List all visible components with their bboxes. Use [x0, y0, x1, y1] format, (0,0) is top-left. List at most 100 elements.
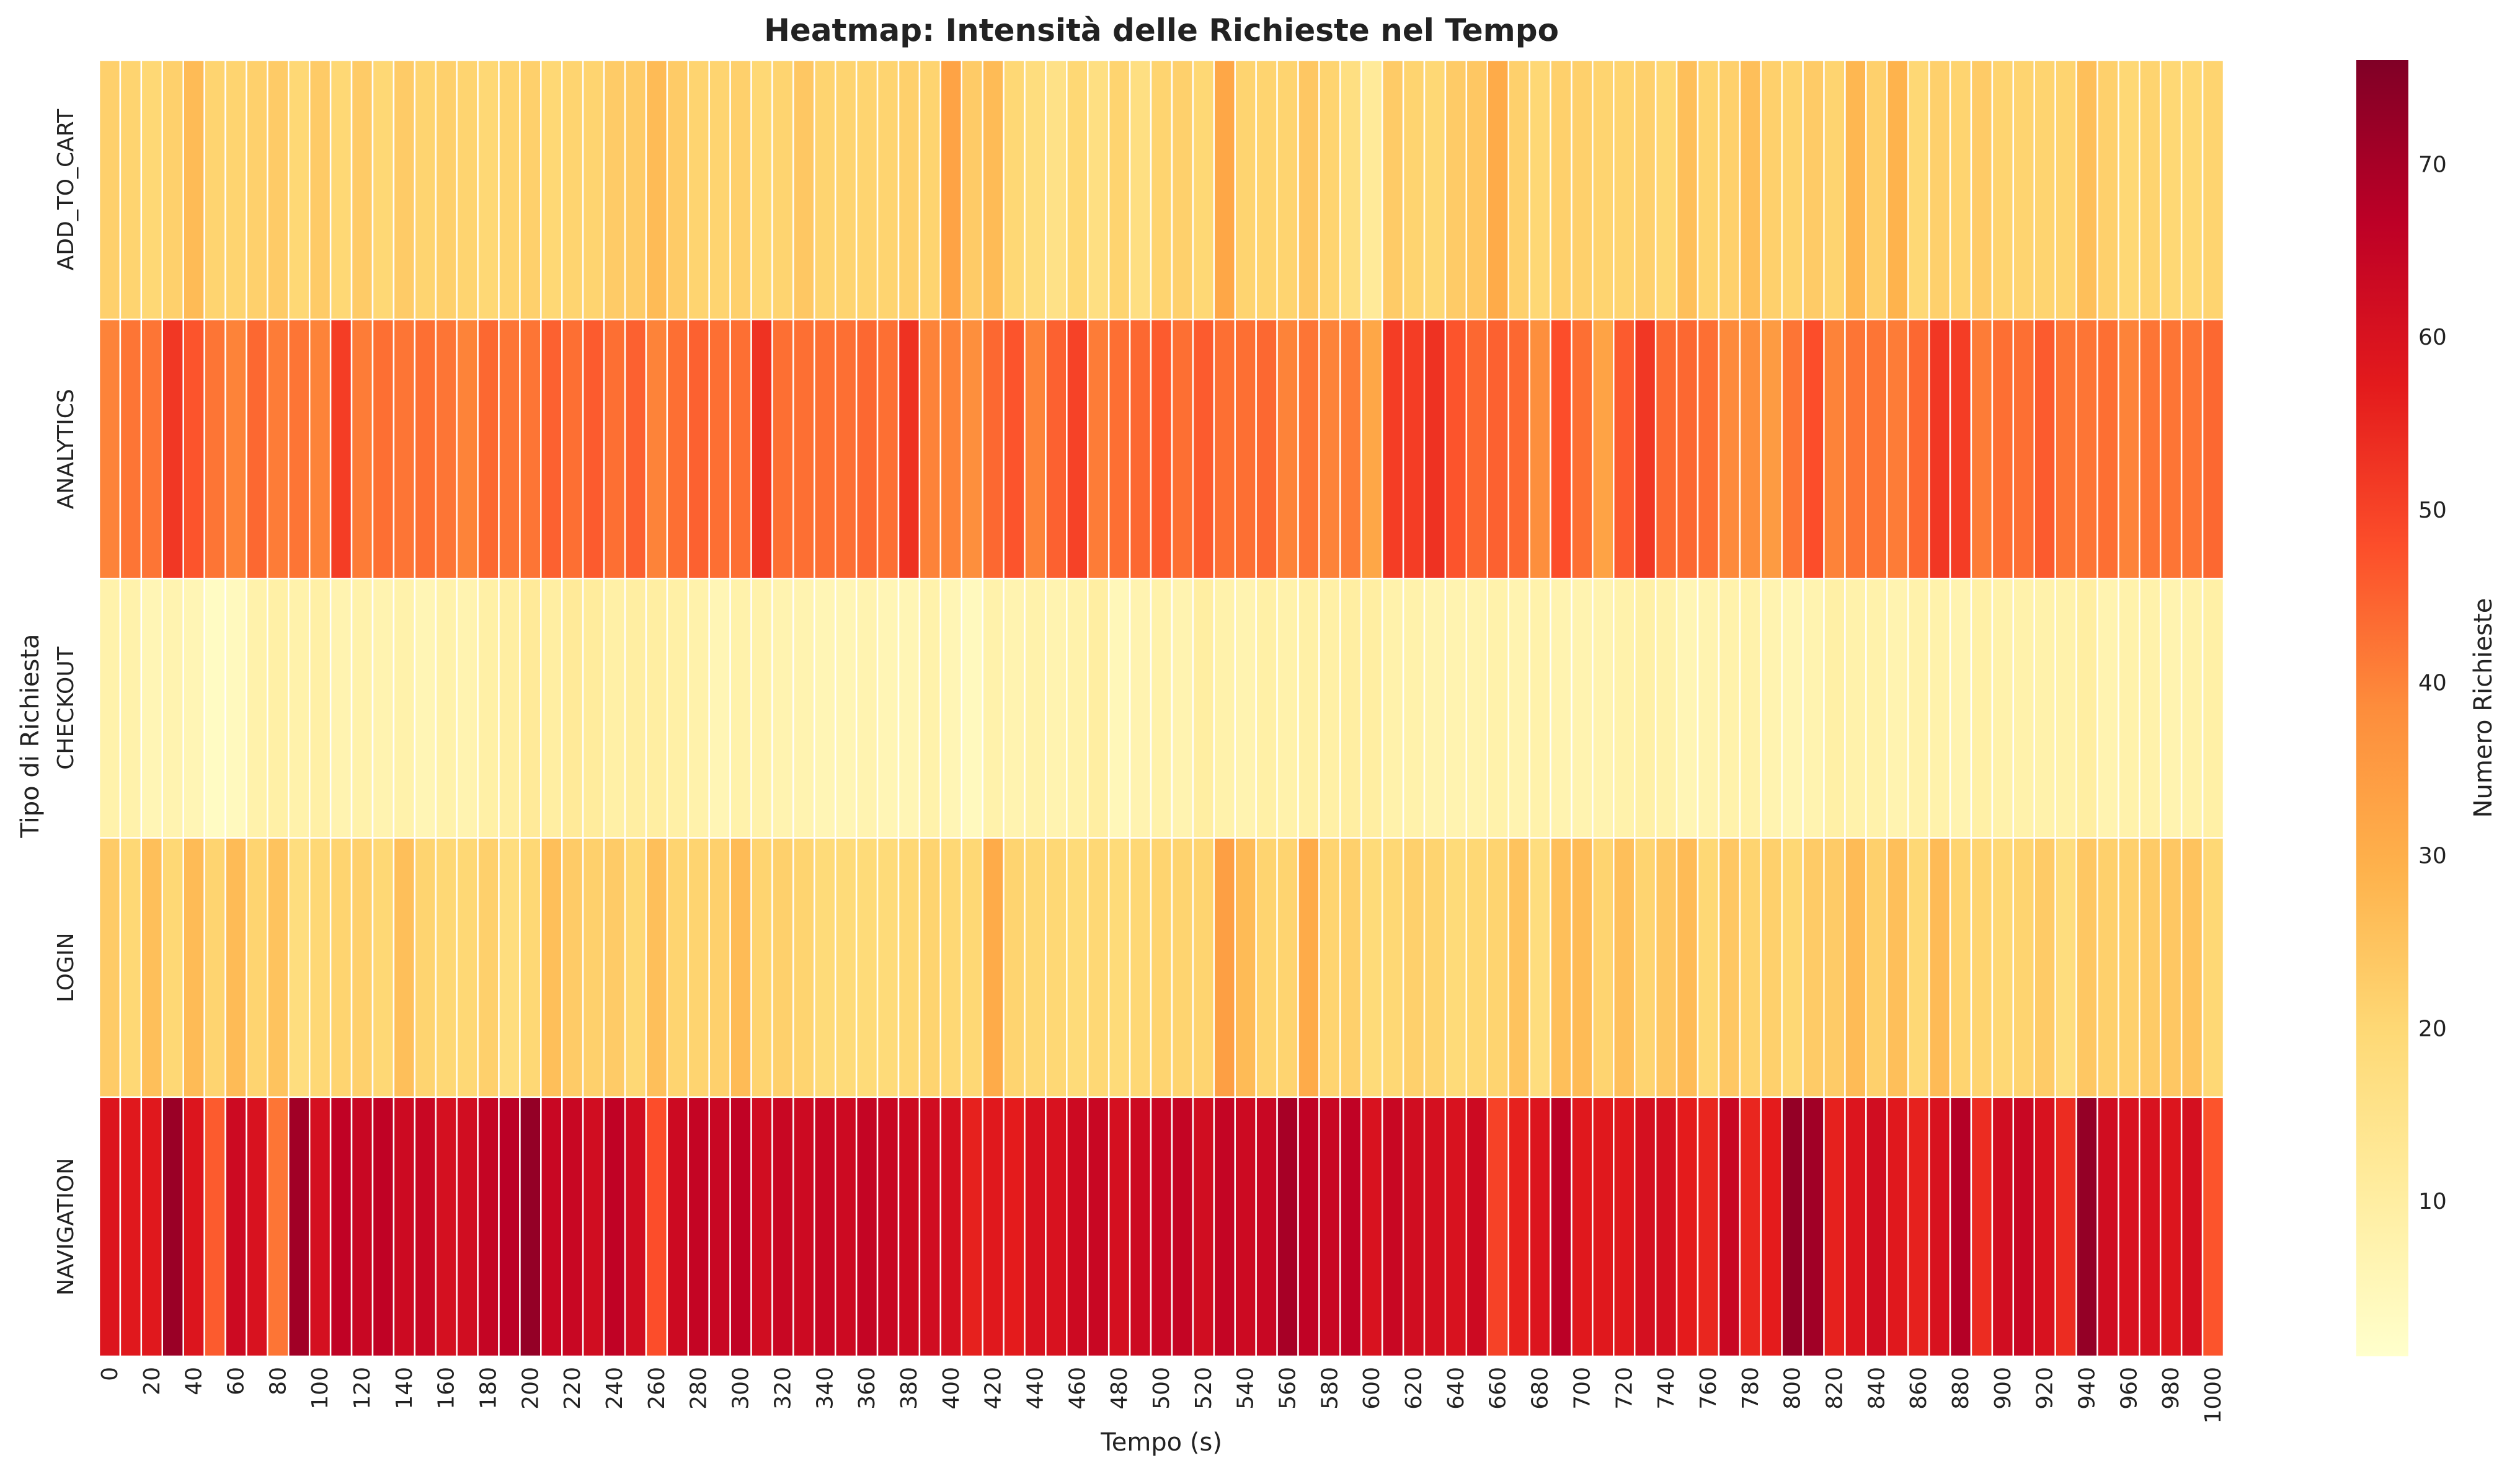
heatmap-cell: [456, 578, 479, 839]
heatmap-cell: [1150, 318, 1173, 580]
heatmap-cell: [814, 837, 836, 1098]
heatmap-cell: [435, 1096, 458, 1358]
heatmap-cell: [1171, 1096, 1194, 1358]
heatmap-cell: [750, 837, 773, 1098]
heatmap-cell: [1571, 837, 1594, 1098]
heatmap-cell: [1907, 318, 1930, 580]
heatmap-cell: [1760, 318, 1783, 580]
x-tick-label: 580: [1317, 1367, 1342, 1410]
x-tick-label: 940: [2075, 1367, 2100, 1410]
heatmap-cell: [876, 578, 900, 839]
heatmap-cell: [1297, 59, 1320, 320]
colorbar-tick-label: 50: [2418, 498, 2447, 523]
heatmap-cell: [414, 837, 437, 1098]
heatmap-cell: [750, 1096, 773, 1358]
heatmap-cell: [1550, 318, 1573, 580]
heatmap-cell: [1087, 578, 1110, 839]
heatmap-cell: [477, 837, 500, 1098]
heatmap-cell: [267, 1096, 290, 1358]
heatmap-cell: [288, 837, 311, 1098]
heatmap-cell: [876, 59, 900, 320]
heatmap-cell: [1192, 1096, 1215, 1358]
heatmap-cell: [771, 837, 794, 1098]
x-tick-label: 720: [1612, 1367, 1637, 1410]
heatmap-cell: [1613, 578, 1636, 839]
heatmap-cell: [498, 318, 521, 580]
x-tick-label: 300: [729, 1367, 754, 1410]
heatmap-cell: [1129, 318, 1152, 580]
heatmap-cell: [1697, 59, 1720, 320]
heatmap-cell: [855, 837, 879, 1098]
colorbar-ticks: 10 20 30 40 50 60 70: [2418, 152, 2447, 1214]
heatmap-cell: [1739, 318, 1762, 580]
heatmap-cell: [855, 318, 879, 580]
heatmap-cell: [2159, 318, 2183, 580]
heatmap-cell: [1907, 837, 1930, 1098]
heatmap-cell: [1465, 578, 1489, 839]
x-tick-label: 260: [644, 1367, 670, 1410]
heatmap-cell: [371, 318, 395, 580]
heatmap-cell: [2139, 837, 2162, 1098]
heatmap-cell: [876, 318, 900, 580]
heatmap-cell: [897, 318, 921, 580]
heatmap-cell: [350, 59, 374, 320]
heatmap-cell: [1760, 837, 1783, 1098]
heatmap-cell: [350, 578, 374, 839]
heatmap-cell: [561, 837, 584, 1098]
colorbar-tick-label: 70: [2418, 152, 2447, 177]
heatmap-cell: [98, 318, 122, 580]
heatmap-cell: [393, 1096, 416, 1358]
heatmap-cell: [687, 59, 710, 320]
heatmap-cell: [834, 1096, 858, 1358]
heatmap-cell: [2096, 1096, 2119, 1358]
heatmap-cell: [2033, 318, 2056, 580]
heatmap-cell: [350, 1096, 374, 1358]
heatmap-cell: [140, 1096, 164, 1358]
heatmap-cell: [2180, 59, 2204, 320]
heatmap-cell: [603, 1096, 626, 1358]
heatmap-cell: [1613, 837, 1636, 1098]
heatmap-cell: [792, 837, 815, 1098]
heatmap-cell: [498, 1096, 521, 1358]
heatmap-cell: [1129, 59, 1152, 320]
heatmap-cell: [1718, 318, 1741, 580]
heatmap-cell: [814, 578, 836, 839]
heatmap-cell: [540, 318, 563, 580]
heatmap-cell: [1444, 578, 1468, 839]
heatmap-cell: [1865, 318, 1888, 580]
heatmap-cell: [393, 318, 416, 580]
heatmap-cell: [182, 318, 205, 580]
x-tick-label: 680: [1528, 1367, 1553, 1410]
heatmap-cell: [1781, 837, 1804, 1098]
heatmap-cell: [2096, 578, 2119, 839]
x-tick-label: 220: [560, 1367, 585, 1410]
heatmap-cell: [666, 59, 690, 320]
colorbar-tick-label: 60: [2418, 325, 2447, 350]
heatmap-cell: [1423, 837, 1447, 1098]
heatmap-cell: [708, 1096, 731, 1358]
heatmap-cell: [308, 1096, 332, 1358]
heatmap-cell: [1886, 318, 1909, 580]
heatmap-cell: [961, 837, 983, 1098]
heatmap-cell: [540, 59, 563, 320]
heatmap-cell: [1550, 59, 1573, 320]
heatmap-cell: [1234, 59, 1257, 320]
heatmap-cell: [329, 59, 353, 320]
heatmap-cell: [1318, 578, 1341, 839]
heatmap-cell: [224, 318, 247, 580]
heatmap-cell: [1255, 837, 1278, 1098]
x-tick-label: 380: [897, 1367, 922, 1410]
heatmap-cell: [1066, 318, 1089, 580]
x-tick-label: 360: [854, 1367, 880, 1410]
heatmap-cell: [498, 837, 521, 1098]
heatmap-cell: [1949, 318, 1972, 580]
heatmap-cell: [1486, 837, 1509, 1098]
heatmap-cell: [1633, 318, 1657, 580]
heatmap-cell: [1024, 837, 1047, 1098]
heatmap-cell: [1886, 1096, 1909, 1358]
heatmap-cell: [624, 578, 647, 839]
heatmap-cell: [1381, 59, 1404, 320]
heatmap-cell: [1739, 578, 1762, 839]
heatmap-cell: [1823, 1096, 1846, 1358]
